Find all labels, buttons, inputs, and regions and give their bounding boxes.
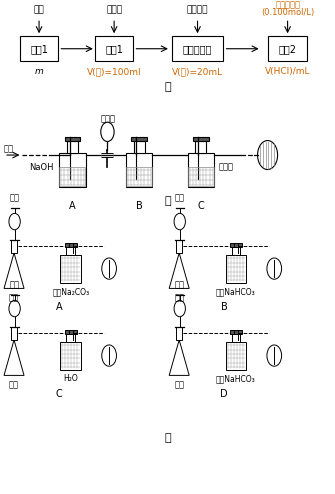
Text: (0.100mol/L): (0.100mol/L) xyxy=(261,8,314,17)
Text: 标准液盐酸: 标准液盐酸 xyxy=(275,0,300,9)
Bar xyxy=(225,341,246,370)
Text: 空气: 空气 xyxy=(4,145,14,154)
Text: 浓硫酸: 浓硫酸 xyxy=(218,163,233,171)
Text: 操作2: 操作2 xyxy=(279,44,296,54)
Text: 饱和NaHCO₃: 饱和NaHCO₃ xyxy=(216,288,256,296)
Bar xyxy=(126,153,152,187)
Text: 饱和NaHCO₃: 饱和NaHCO₃ xyxy=(216,374,256,383)
Text: 蒸馏水: 蒸馏水 xyxy=(106,5,122,14)
Polygon shape xyxy=(4,340,24,375)
Text: 止水夹: 止水夹 xyxy=(101,114,116,124)
Bar xyxy=(230,330,242,334)
Bar xyxy=(65,330,77,334)
Bar xyxy=(188,153,214,187)
Text: m: m xyxy=(35,67,44,76)
Bar xyxy=(193,137,209,141)
Bar xyxy=(126,167,152,186)
Text: V(HCl)/mL: V(HCl)/mL xyxy=(265,67,310,76)
Bar xyxy=(11,241,17,253)
Bar xyxy=(231,247,240,254)
Text: B: B xyxy=(221,302,227,312)
Bar xyxy=(65,137,80,141)
Polygon shape xyxy=(4,253,24,288)
Text: 盐酸: 盐酸 xyxy=(10,194,20,203)
Bar xyxy=(59,153,86,187)
Bar xyxy=(230,243,242,247)
Polygon shape xyxy=(169,253,189,288)
Bar xyxy=(59,167,85,186)
Text: H₂O: H₂O xyxy=(63,374,78,383)
Bar xyxy=(60,254,81,283)
Text: 丙: 丙 xyxy=(164,433,171,443)
Bar xyxy=(176,328,182,340)
Text: 样品: 样品 xyxy=(174,293,184,302)
Polygon shape xyxy=(169,340,189,375)
FancyBboxPatch shape xyxy=(268,36,307,61)
Text: 样品: 样品 xyxy=(9,380,19,389)
Circle shape xyxy=(267,258,282,279)
Text: 硫酸: 硫酸 xyxy=(175,281,185,289)
Bar xyxy=(131,137,147,141)
FancyBboxPatch shape xyxy=(95,36,133,61)
Bar xyxy=(60,341,81,370)
FancyBboxPatch shape xyxy=(172,36,223,61)
Text: B: B xyxy=(136,201,142,211)
Text: 试样: 试样 xyxy=(34,5,45,14)
Circle shape xyxy=(174,213,185,230)
Bar xyxy=(188,167,214,186)
Text: A: A xyxy=(56,302,62,312)
Text: 量取待测液: 量取待测液 xyxy=(183,44,212,54)
Circle shape xyxy=(102,258,117,279)
Bar xyxy=(195,141,206,153)
Circle shape xyxy=(174,300,185,317)
Bar xyxy=(66,247,75,254)
Text: 称量1: 称量1 xyxy=(30,44,48,54)
Circle shape xyxy=(9,213,20,230)
Text: 样品: 样品 xyxy=(174,380,184,389)
Bar xyxy=(225,254,246,283)
Text: V(待)=20mL: V(待)=20mL xyxy=(172,67,223,76)
Circle shape xyxy=(101,122,114,141)
Bar xyxy=(67,141,78,153)
Text: 某指示剂: 某指示剂 xyxy=(187,5,208,14)
Text: NaOH: NaOH xyxy=(29,163,54,171)
Circle shape xyxy=(267,345,282,366)
Text: 操作1: 操作1 xyxy=(105,44,123,54)
Bar xyxy=(134,141,145,153)
Circle shape xyxy=(9,300,20,317)
Bar xyxy=(11,328,17,340)
Circle shape xyxy=(258,141,278,169)
Text: 样品: 样品 xyxy=(9,293,19,302)
Text: C: C xyxy=(198,201,204,211)
Bar xyxy=(66,334,75,341)
Bar xyxy=(176,241,182,253)
Bar xyxy=(231,334,240,341)
Circle shape xyxy=(102,345,117,366)
Bar xyxy=(65,243,77,247)
Text: 乙: 乙 xyxy=(164,196,171,206)
Text: C: C xyxy=(56,389,62,399)
Text: 盐酸: 盐酸 xyxy=(10,281,20,289)
Text: D: D xyxy=(220,389,228,399)
Text: 碳酸: 碳酸 xyxy=(175,194,185,203)
Text: V(待)=100ml: V(待)=100ml xyxy=(87,67,141,76)
Text: A: A xyxy=(69,201,76,211)
FancyBboxPatch shape xyxy=(20,36,58,61)
Text: 饱和Na₂CO₃: 饱和Na₂CO₃ xyxy=(52,288,89,296)
Text: 甲: 甲 xyxy=(164,82,171,92)
